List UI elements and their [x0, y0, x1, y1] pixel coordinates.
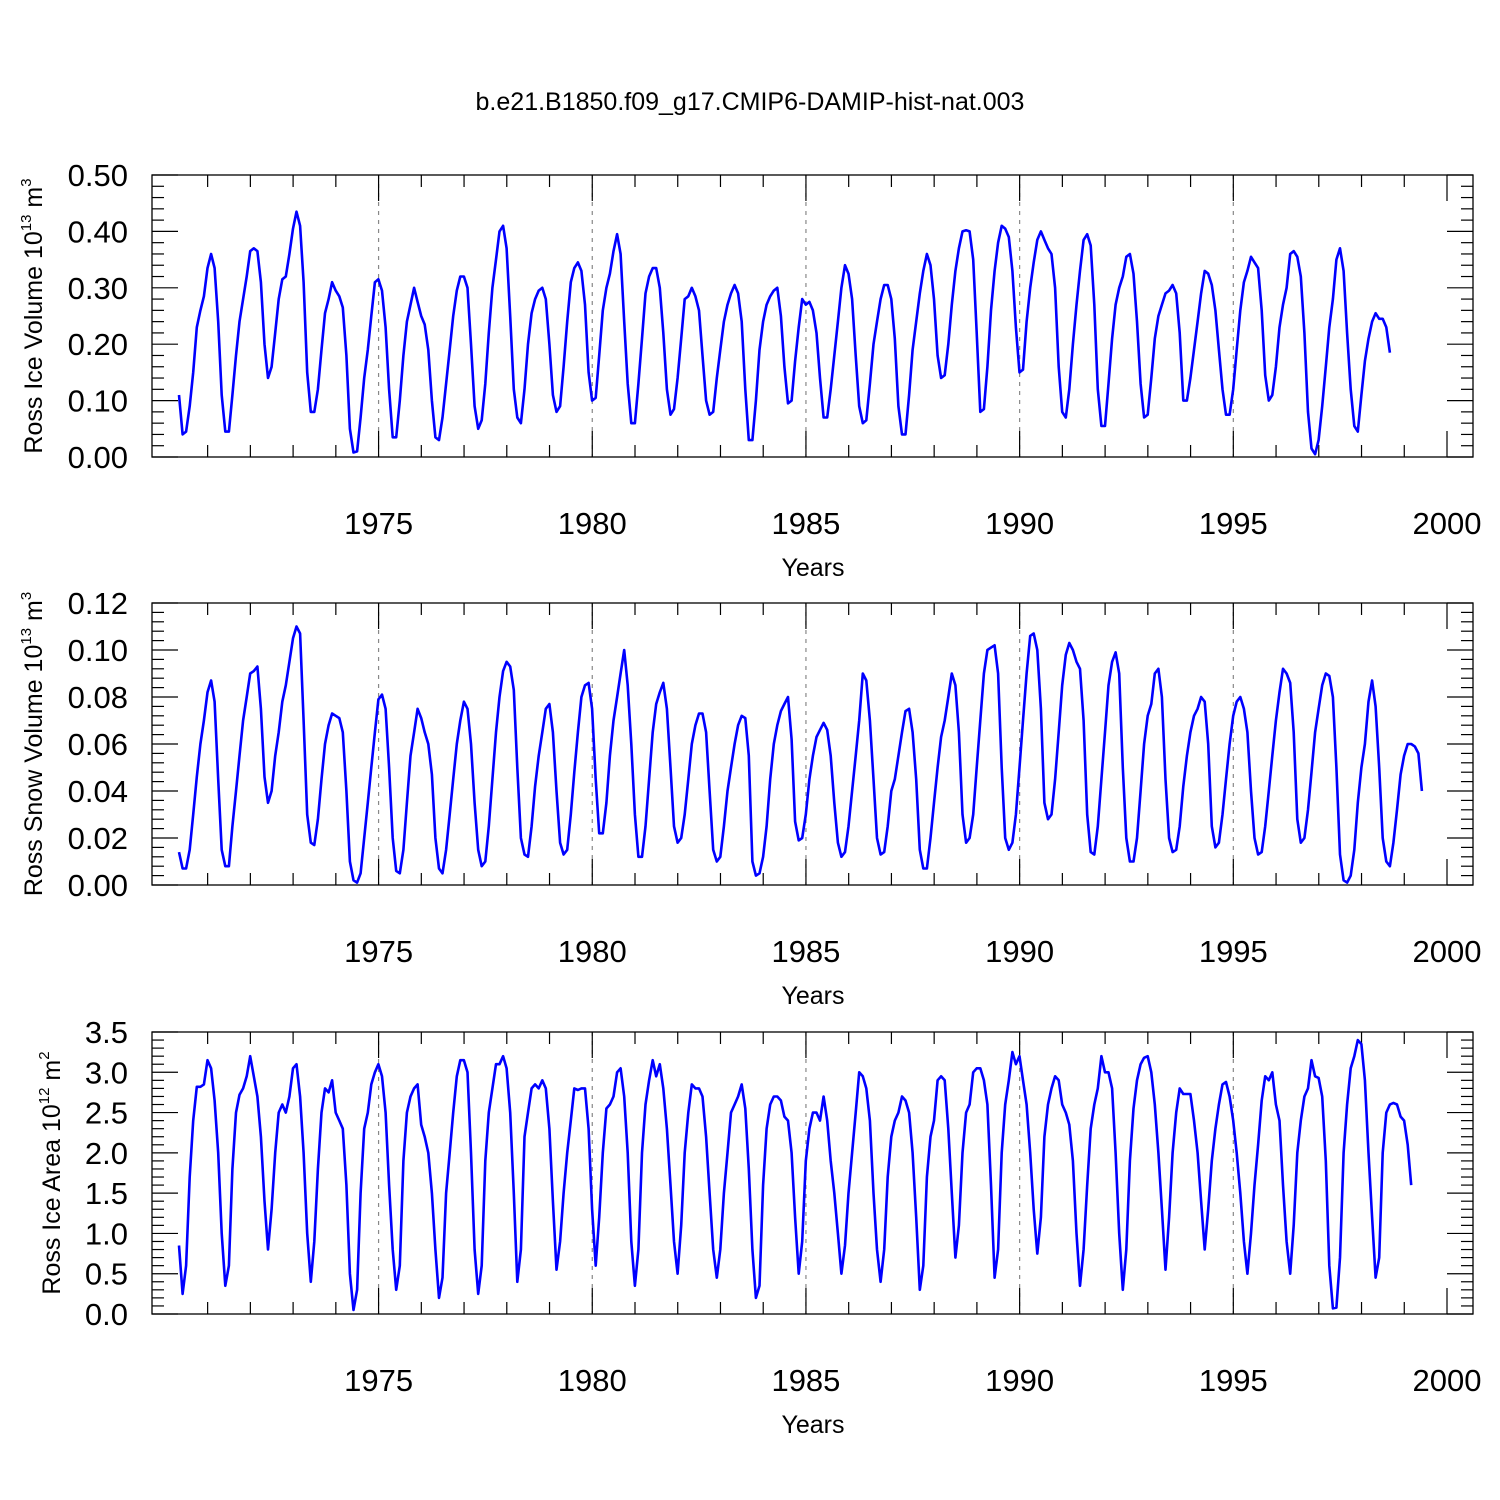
y-tick-label: 3.0: [85, 1055, 128, 1090]
y-tick-label: 0.00: [68, 868, 128, 903]
x-axis-label: Years: [781, 554, 844, 582]
x-tick-label: 1995: [1199, 934, 1268, 969]
y-tick-label: 1.5: [85, 1176, 128, 1211]
x-tick-label: 2000: [1413, 934, 1482, 969]
data-series-line: [177, 625, 1424, 884]
snow-volume-panel: 0.00 0.02 0.04 0.06 0.08 0.10 0.12 1975 1980 1985…: [18, 586, 1481, 1010]
y-tick-label: 0.02: [68, 821, 128, 856]
x-tick-label: 1980: [558, 934, 627, 969]
x-tick-label: 1980: [558, 506, 627, 541]
y-tick-label: 0.08: [68, 680, 128, 715]
x-tick-label: 1985: [771, 1363, 840, 1398]
y-tick-label: 1.0: [85, 1216, 128, 1251]
data-series-line: [177, 210, 1392, 456]
x-tick-label: 1990: [985, 506, 1054, 541]
y-tick-label: 0.5: [85, 1257, 128, 1292]
x-tick-label: 1990: [985, 1363, 1054, 1398]
y-tick-label: 0.30: [68, 271, 128, 306]
y-tick-label: 2.5: [85, 1096, 128, 1131]
x-tick-label: 1995: [1199, 1363, 1268, 1398]
y-tick-label: 0.10: [68, 633, 128, 668]
y-tick-label: 2.0: [85, 1136, 128, 1171]
y-tick-label: 0.12: [68, 586, 128, 621]
plot-frame: [151, 174, 1474, 458]
y-tick-label: 0.00: [68, 440, 128, 475]
y-axis-label: Ross Snow Volume 1013 m3: [18, 592, 48, 896]
x-tick-label: 1975: [344, 1363, 413, 1398]
x-tick-label: 1985: [771, 934, 840, 969]
x-tick-label: 1995: [1199, 506, 1268, 541]
x-tick-label: 1980: [558, 1363, 627, 1398]
plot-frame: [151, 1031, 1474, 1315]
y-tick-label: 0.06: [68, 727, 128, 762]
x-tick-label: 2000: [1413, 506, 1482, 541]
y-tick-label: 0.40: [68, 214, 128, 249]
y-axis-label: Ross Ice Volume 1013 m3: [18, 178, 48, 453]
x-tick-label: 1975: [344, 934, 413, 969]
x-tick-label: 2000: [1413, 1363, 1482, 1398]
x-tick-label: 1985: [771, 506, 840, 541]
y-axis-label: Ross Ice Area 1012 m2: [36, 1051, 66, 1294]
figure-title: b.e21.B1850.f09_g17.CMIP6-DAMIP-hist-nat…: [476, 88, 1025, 116]
y-tick-label: 3.5: [85, 1015, 128, 1050]
y-tick-label: 0.50: [68, 158, 128, 193]
x-tick-label: 1990: [985, 934, 1054, 969]
ice-volume-panel: 0.00 0.10 0.20 0.30 0.40 0.50 1975 1980 1985 1990…: [18, 158, 1481, 582]
ice-area-panel: 0.0 0.5 1.0 1.5 2.0 2.5 3.0 3.5 1975 1980 1985 1990…: [36, 1015, 1481, 1439]
y-tick-label: 0.04: [68, 774, 128, 809]
y-tick-label: 0.10: [68, 384, 128, 419]
y-tick-label: 0.20: [68, 327, 128, 362]
data-series-line: [177, 1038, 1413, 1312]
y-tick-label: 0.0: [85, 1297, 128, 1332]
x-axis-label: Years: [781, 982, 844, 1010]
x-axis-label: Years: [781, 1411, 844, 1439]
x-tick-label: 1975: [344, 506, 413, 541]
